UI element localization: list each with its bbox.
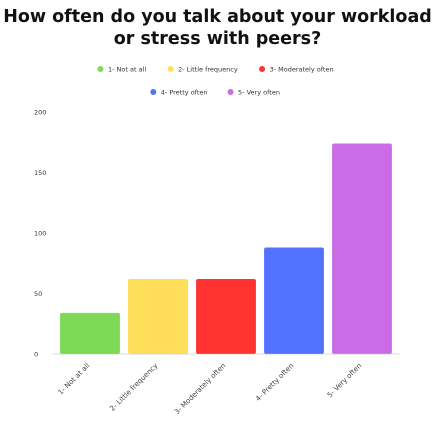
chart-title: How often do you talk about your workloa… <box>3 7 432 49</box>
legend-swatch <box>259 66 266 72</box>
legend-swatch <box>150 89 157 95</box>
x-tick-label-4-pretty-often: 4- Pretty often <box>254 362 295 403</box>
legend-label: 1- Not at all <box>108 65 146 73</box>
legend-label: 3- Moderately often <box>270 65 334 73</box>
legend-swatch <box>167 66 174 72</box>
y-tick-label-0: 0 <box>34 350 38 358</box>
legend-item-1-not-at-all: 1- Not at all <box>97 65 146 73</box>
y-tick-label-200: 200 <box>34 108 46 116</box>
bar-5-very-often <box>332 143 392 354</box>
legend-swatch <box>227 89 234 95</box>
y-tick-label-150: 150 <box>34 169 46 177</box>
legend-item-5-very-often: 5- Very often <box>227 88 280 96</box>
legend: 1- Not at all 2- Little frequency 3- Moder… <box>97 65 334 96</box>
y-axis-ticks: 0 50 100 150 200 <box>34 108 46 358</box>
bars <box>60 143 392 354</box>
legend-item-2-little-frequency: 2- Little frequency <box>167 65 238 73</box>
legend-label: 5- Very often <box>238 88 280 96</box>
bar-2-little-frequency <box>128 278 188 354</box>
bar-4-pretty-often <box>264 247 324 354</box>
legend-swatch <box>97 66 104 72</box>
bar-1-not-at-all <box>60 312 120 354</box>
x-tick-label-3-moderately-often: 3- Moderately often <box>173 362 227 416</box>
legend-item-3-moderately-often: 3- Moderately often <box>259 65 334 73</box>
y-tick-label-100: 100 <box>34 229 46 237</box>
legend-item-4-pretty-often: 4- Pretty often <box>150 88 208 96</box>
x-tick-label-2-little-frequency: 2- Little frequency <box>108 362 159 413</box>
x-tick-label-1-not-at-all: 1- Not at all <box>57 362 92 397</box>
y-tick-label-50: 50 <box>34 290 42 298</box>
x-tick-label-5-very-often: 5- Very often <box>326 362 364 400</box>
bar-3-moderately-often <box>196 278 256 354</box>
legend-label: 4- Pretty often <box>161 88 208 96</box>
legend-label: 2- Little frequency <box>178 65 238 73</box>
x-axis-labels: 1- Not at all 2- Little frequency 3- Moder… <box>57 362 364 416</box>
